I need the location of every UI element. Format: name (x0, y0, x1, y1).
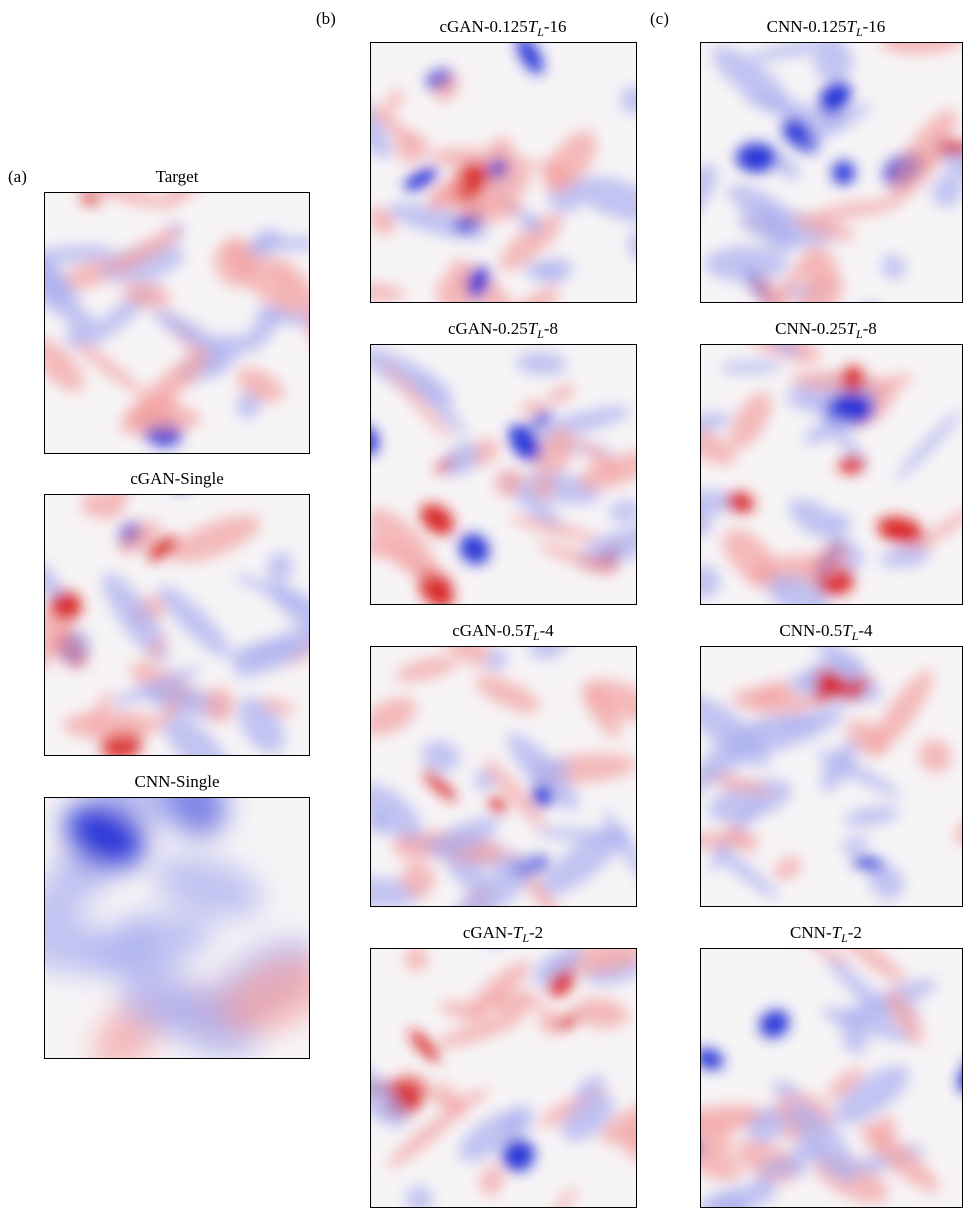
flow-field (319, 607, 667, 937)
panel-title: CNN-0.125TL-16 (767, 17, 886, 39)
panel-title: CNN-0.25TL-8 (775, 319, 877, 341)
flow-field (0, 754, 342, 1085)
figure: (a) (b) (c) Target cGAN-Single CNN-Single c… (0, 0, 963, 1208)
panel-title: cGAN-0.25TL-8 (448, 319, 558, 341)
vortex-blob (648, 132, 683, 174)
vortex-blob (668, 413, 698, 438)
panel-title: CNN-Single (135, 772, 220, 791)
flow-field (314, 923, 700, 1208)
vortex-blob (673, 1135, 701, 1163)
flow-field (0, 452, 377, 790)
panel-title: cGAN-0.5TL-4 (452, 621, 554, 643)
panel-title: Target (156, 167, 199, 186)
panel-label: (a) (8, 167, 27, 186)
flow-field (317, 32, 671, 363)
flow-field (319, 338, 672, 616)
panel-title: cGAN-TL-2 (463, 923, 543, 945)
vortex-blob (205, 687, 234, 723)
panel-title: CNN-TL-2 (790, 923, 862, 945)
vortex-blob (309, 300, 378, 392)
panel-title: cGAN-0.125TL-16 (439, 17, 566, 39)
flow-field (639, 17, 963, 338)
panel-label: (b) (316, 9, 336, 28)
flow-field (663, 301, 963, 626)
panel-title: CNN-0.5TL-4 (779, 621, 873, 643)
flow-field (642, 927, 963, 1208)
vortex-blob (660, 1070, 690, 1100)
panel-title: cGAN-Single (130, 469, 223, 488)
vortex-blob (323, 417, 368, 459)
panel-label: (c) (650, 9, 669, 28)
